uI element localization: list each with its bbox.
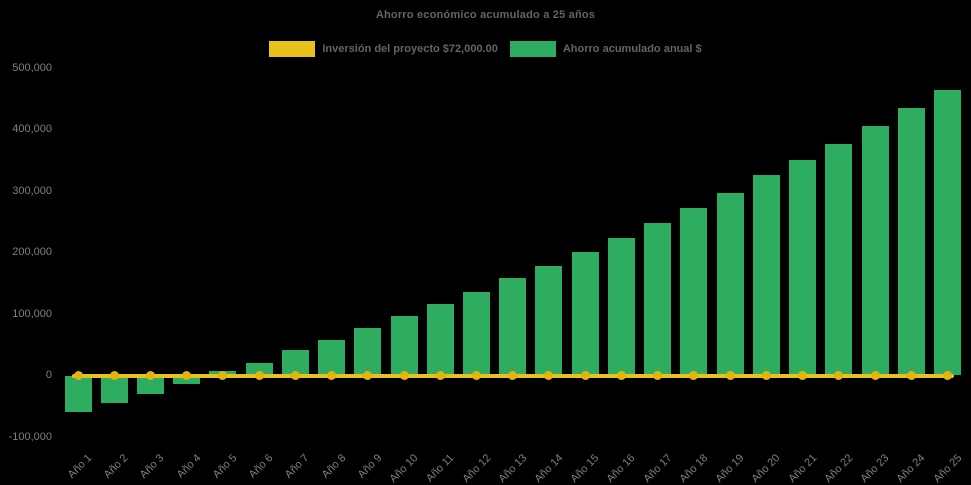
bar-año-12 <box>463 291 491 376</box>
investment-line-marker <box>616 371 626 380</box>
legend-swatch-investment-icon <box>269 41 316 57</box>
investment-line-marker <box>435 371 445 380</box>
investment-line-marker <box>109 371 119 380</box>
bar-año-22 <box>825 143 853 376</box>
investment-line-marker <box>834 371 844 380</box>
y-tick-label: 0 <box>45 369 52 381</box>
bar-año-11 <box>426 303 454 376</box>
legend-swatch-savings-icon <box>509 41 556 57</box>
bar-año-20 <box>752 175 780 376</box>
bar-año-6 <box>245 362 273 376</box>
investment-line-marker <box>943 371 953 380</box>
bar-año-17 <box>644 222 672 376</box>
investment-line-marker <box>399 371 409 380</box>
y-tick-label: 200,000 <box>12 246 52 258</box>
investment-line-marker <box>508 371 518 380</box>
x-tick-label: Año 1 <box>65 452 95 481</box>
investment-line-marker <box>218 371 228 380</box>
y-tick-label: 300,000 <box>12 184 52 197</box>
investment-line-marker <box>580 371 590 380</box>
investment-line-marker <box>290 371 300 380</box>
bar-año-25 <box>934 89 962 376</box>
y-tick-label: -100,000 <box>8 430 52 443</box>
bar-año-8 <box>318 339 346 376</box>
bar-año-24 <box>897 108 925 376</box>
investment-line-marker <box>906 371 916 380</box>
bar-año-2 <box>100 375 128 404</box>
investment-line-marker <box>870 371 880 380</box>
investment-line-marker <box>544 371 554 380</box>
bar-año-16 <box>607 238 635 376</box>
investment-line-marker <box>145 371 155 380</box>
bar-año-14 <box>535 266 563 376</box>
y-tick-label: 500,000 <box>12 61 52 74</box>
legend: Inversión del proyecto $72,000.00 Ahorro… <box>0 41 971 57</box>
investment-line-marker <box>653 371 663 380</box>
y-tick-label: 400,000 <box>12 123 52 135</box>
investment-line-marker <box>761 371 771 380</box>
investment-line-marker <box>472 371 482 380</box>
legend-label-investment: Inversión del proyecto $72,000.00 <box>322 43 498 55</box>
bar-año-1 <box>64 375 92 413</box>
investment-line-marker <box>725 371 735 380</box>
investment-line-marker <box>73 371 83 380</box>
bar-año-19 <box>716 192 744 376</box>
investment-line-marker <box>182 371 192 380</box>
bar-año-10 <box>390 316 418 376</box>
bar-año-21 <box>789 160 817 376</box>
investment-line-marker <box>254 371 264 380</box>
bar-año-13 <box>499 278 527 376</box>
investment-line-marker <box>363 371 373 380</box>
bar-año-23 <box>861 126 889 376</box>
y-tick-label: 100,000 <box>12 307 52 320</box>
chart-title: Ahorro económico acumulado a 25 años <box>375 9 596 21</box>
bar-año-15 <box>571 251 599 376</box>
legend-label-savings: Ahorro acumulado anual $ <box>562 43 702 55</box>
bar-año-9 <box>354 328 382 376</box>
investment-line-marker <box>327 371 337 380</box>
bar-año-18 <box>680 208 708 376</box>
bar-año-3 <box>136 375 164 394</box>
investment-line-marker <box>798 371 808 380</box>
investment-line-marker <box>689 371 699 380</box>
